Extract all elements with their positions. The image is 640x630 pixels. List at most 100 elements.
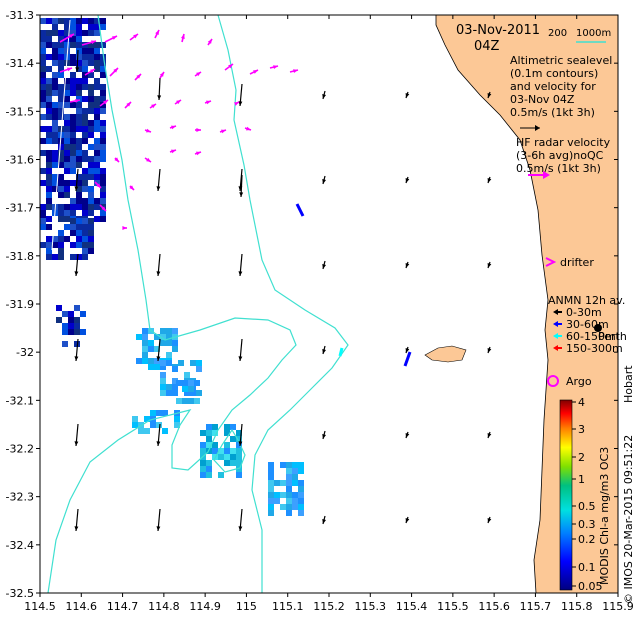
chl-pixel <box>82 132 88 138</box>
chl-pixel <box>52 126 58 132</box>
chl-pixel <box>154 346 160 352</box>
chl-pixel <box>40 204 46 210</box>
colorbar <box>559 399 573 591</box>
chl-pixel <box>64 138 70 144</box>
chl-pixel <box>46 90 52 96</box>
chl-pixel <box>64 114 70 120</box>
chl-pixel <box>52 48 58 54</box>
chl-pixel <box>236 460 242 466</box>
chl-pixel <box>224 460 230 466</box>
chl-pixel <box>58 150 64 156</box>
hf-arrow-head <box>273 65 278 70</box>
chl-pixel <box>58 236 64 242</box>
chl-pixel <box>230 424 236 430</box>
chl-pixel <box>76 150 82 156</box>
chl-pixel <box>88 126 94 132</box>
chl-pixel <box>76 144 82 150</box>
chl-pixel <box>100 108 106 114</box>
chl-pixel <box>94 78 100 84</box>
chl-pixel <box>100 156 106 162</box>
chl-pixel <box>40 96 46 102</box>
y-tick-label: -31.4 <box>6 57 34 70</box>
anmn-arrow <box>295 203 305 217</box>
chl-pixel <box>88 60 94 66</box>
chl-pixel <box>46 138 52 144</box>
chl-pixel <box>70 42 76 48</box>
velocity-arrow-head <box>405 263 410 268</box>
y-tick-label: -32.3 <box>6 491 34 504</box>
velocity-arrow-head <box>238 441 243 446</box>
chl-pixel <box>88 242 94 248</box>
hf-arrow-head <box>234 102 239 106</box>
hf-arrow-head <box>112 36 117 40</box>
chl-pixel <box>286 504 292 510</box>
hf-arrow-head <box>146 128 151 133</box>
chl-pixel <box>286 510 292 516</box>
chl-pixel <box>200 460 206 466</box>
chl-pixel <box>166 328 172 334</box>
chl-pixel <box>196 366 202 372</box>
chl-pixel <box>142 328 148 334</box>
chl-pixel <box>94 60 100 66</box>
chl-pixel <box>76 96 82 102</box>
chl-pixel <box>218 472 224 478</box>
chl-pixel <box>230 454 236 460</box>
chl-pixel <box>292 462 298 468</box>
chl-pixel <box>88 102 94 108</box>
chl-pixel <box>100 174 106 180</box>
chl-pixel <box>94 204 100 210</box>
chl-pixel <box>166 340 172 346</box>
chl-pixel <box>138 428 144 434</box>
chl-pixel <box>70 120 76 126</box>
chl-pixel <box>184 372 190 378</box>
hf-radar-arrows <box>59 29 299 230</box>
velocity-arrow-head <box>405 178 410 183</box>
chl-pixel <box>200 466 206 472</box>
chl-pixel <box>286 498 292 504</box>
x-tick-label: 115.1 <box>272 600 304 613</box>
chl-pixel <box>212 424 218 430</box>
chl-pixel <box>52 236 58 242</box>
chl-pixel <box>224 430 230 436</box>
chl-pixel <box>176 398 182 404</box>
chl-pixel <box>82 18 88 24</box>
chl-pixel <box>46 132 52 138</box>
chl-pixel <box>70 36 76 42</box>
chl-pixel <box>76 230 82 236</box>
x-tick-label: 114.6 <box>66 600 98 613</box>
anmn-swatch-head <box>553 321 558 327</box>
chl-pixel <box>94 138 100 144</box>
chl-pixel <box>70 114 76 120</box>
velocity-arrow-head <box>322 179 327 184</box>
chl-pixel <box>100 24 106 30</box>
chl-pixel <box>100 132 106 138</box>
chl-pixel <box>268 510 274 516</box>
velocity-arrow-head <box>322 264 327 269</box>
chl-pixel <box>76 138 82 144</box>
chl-pixel <box>62 311 68 317</box>
chl-pixel <box>64 120 70 126</box>
chl-pixel <box>76 180 82 186</box>
velocity-arrow-head <box>239 192 244 197</box>
hf-line-0: HF radar velocity <box>516 136 611 149</box>
chl-pixel <box>154 364 160 370</box>
chl-pixel <box>52 108 58 114</box>
y-tick-label: -32.1 <box>6 394 34 407</box>
chl-pixel <box>292 504 298 510</box>
chl-pixel <box>88 192 94 198</box>
chl-pixel <box>64 84 70 90</box>
chl-pixel <box>52 102 58 108</box>
chl-pixel <box>58 66 64 72</box>
hf-arrow-head <box>196 128 201 132</box>
chl-pixel <box>236 466 242 472</box>
chl-pixel <box>70 90 76 96</box>
chl-pixel <box>64 186 70 192</box>
chl-pixel <box>74 305 80 311</box>
chl-pixel <box>196 360 202 366</box>
hf-arrow-head <box>253 70 258 74</box>
chl-pixel <box>70 72 76 78</box>
chl-pixel <box>58 114 64 120</box>
chl-pixel <box>76 198 82 204</box>
chl-pixel <box>172 390 178 396</box>
chl-pixel <box>82 248 88 254</box>
